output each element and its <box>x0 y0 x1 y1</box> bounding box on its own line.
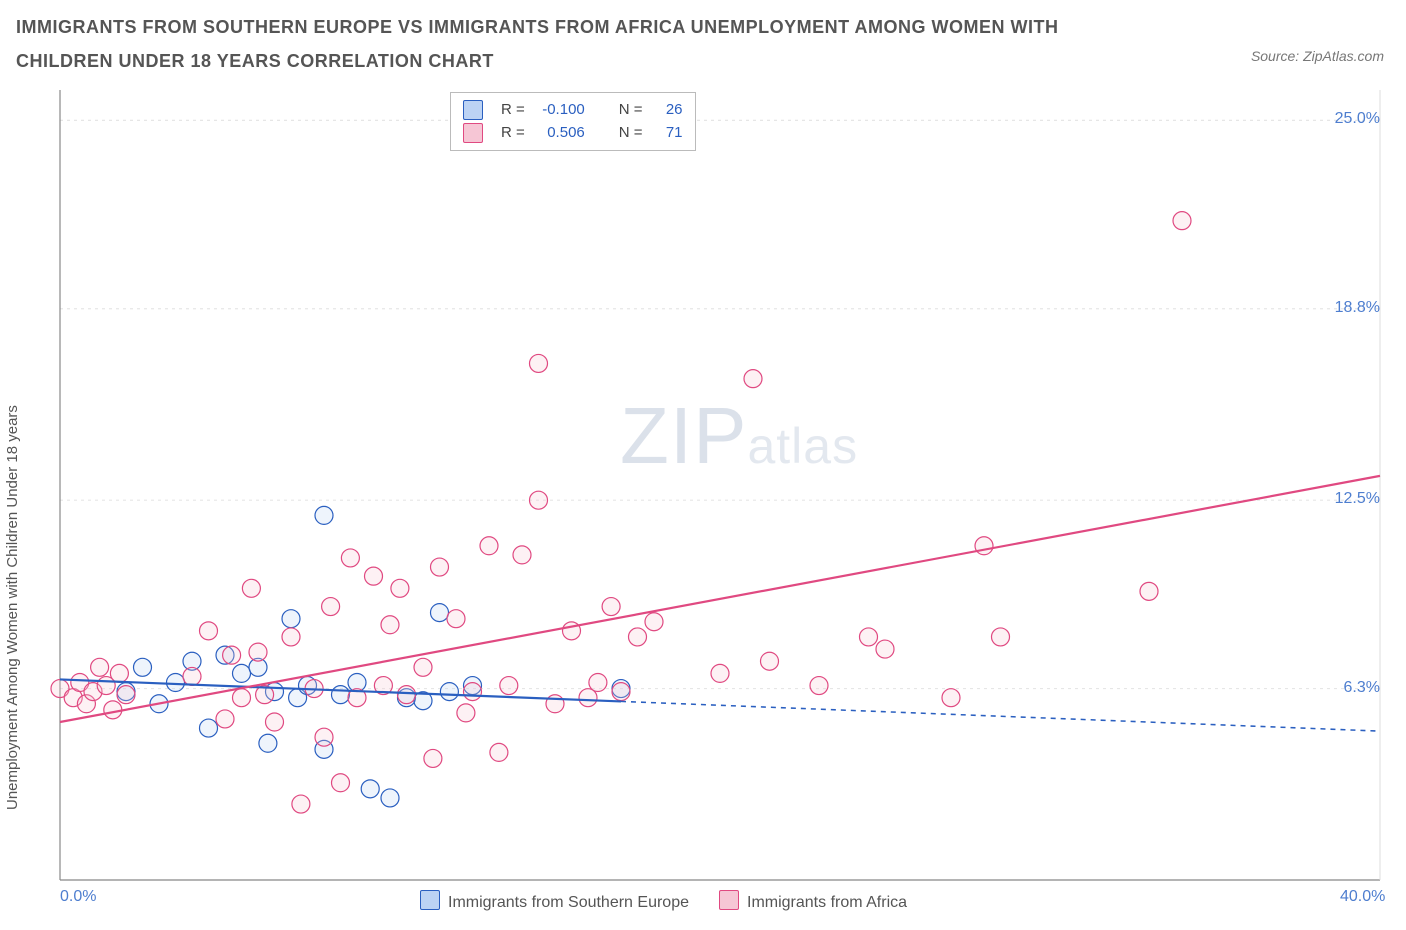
legend-r-value: 0.506 <box>535 122 585 145</box>
legend-n-value: 71 <box>653 122 683 145</box>
legend-r-value: -0.100 <box>535 99 585 122</box>
series-legend-label: Immigrants from Southern Europe <box>448 894 689 911</box>
legend-row: R = -0.100 N = 26 <box>463 99 683 122</box>
legend-n-label: N = <box>619 99 643 122</box>
legend-swatch <box>463 123 483 143</box>
x-tick-label: 0.0% <box>60 888 96 906</box>
series-legend-item: Immigrants from Africa <box>719 890 907 912</box>
series-legend-item: Immigrants from Southern Europe <box>420 890 689 912</box>
chart-container: IMMIGRANTS FROM SOUTHERN EUROPE VS IMMIG… <box>0 0 1406 930</box>
legend-n-label: N = <box>619 122 643 145</box>
x-tick-label: 40.0% <box>1340 888 1385 906</box>
legend-swatch <box>719 890 739 910</box>
legend-swatch <box>463 100 483 120</box>
y-tick-label: 6.3% <box>1325 679 1380 697</box>
y-tick-label: 18.8% <box>1325 299 1380 317</box>
legend-r-label: R = <box>501 122 525 145</box>
legend-swatch <box>420 890 440 910</box>
series-legend-label: Immigrants from Africa <box>747 894 907 911</box>
y-tick-label: 25.0% <box>1325 110 1380 128</box>
legend-n-value: 26 <box>653 99 683 122</box>
series-legend: Immigrants from Southern Europe Immigrant… <box>420 890 907 912</box>
correlation-legend: R = -0.100 N = 26 R = 0.506 N = 71 <box>450 92 696 151</box>
y-tick-label: 12.5% <box>1325 490 1380 508</box>
legend-row: R = 0.506 N = 71 <box>463 122 683 145</box>
legend-r-label: R = <box>501 99 525 122</box>
scatter-plot <box>0 0 1406 930</box>
